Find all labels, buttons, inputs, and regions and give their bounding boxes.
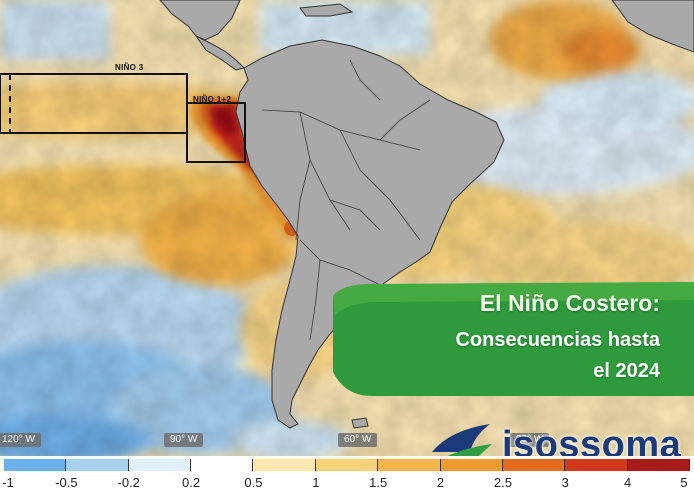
colorbar-segment [502, 459, 566, 471]
country-borders [261, 59, 431, 341]
longitude-label-120w: 120° W [0, 433, 41, 447]
colorbar-tick-label: 2.5 [493, 475, 512, 490]
colorbar-tick-label: -0.5 [55, 475, 78, 490]
colorbar-segment [627, 459, 690, 471]
colorbar-tick-label: 5 [680, 475, 688, 490]
colorbar-segment [191, 459, 254, 471]
south-america-land [235, 39, 505, 429]
colorbar-tick-label: 1 [312, 475, 320, 490]
colorbar-segment [315, 459, 379, 471]
colorbar-tick-label: -0.2 [117, 475, 140, 490]
colorbar-segment [378, 459, 441, 471]
headline-subtitle-line-2: el 2024 [593, 360, 660, 382]
colorbar-tick-label: -1 [2, 475, 14, 490]
longitude-label-60w: 60° W [338, 433, 378, 447]
colorbar-tick-label: 2 [436, 475, 445, 490]
falkland-islands-land [351, 417, 369, 429]
headline-title: El Niño Costero: [479, 290, 660, 316]
nino-1-2-label: NIÑO 1+2 [193, 95, 232, 104]
colorbar-tick-label: 4 [624, 475, 632, 490]
colorbar-tick-label: 3 [561, 475, 569, 490]
longitude-label-90w: 90° W [164, 433, 204, 447]
headline-banner [333, 282, 694, 396]
caribbean-islands-land [299, 3, 354, 17]
colorbar-segment [128, 459, 192, 471]
colorbar-segment [440, 459, 503, 471]
colorbar-tick-label: 0.2 [182, 475, 201, 490]
nino-1-2-box [186, 102, 246, 163]
nino-3-label: NIÑO 3 [115, 63, 144, 72]
headline-banner-highlight [333, 282, 694, 316]
colorbar-segment [253, 459, 316, 471]
longitude-label-30w: 30° W [510, 433, 550, 447]
colorbar-tick-label: 1.5 [369, 475, 388, 490]
colorbar-tick-label: 0.5 [244, 475, 263, 490]
colorbar-segment [565, 459, 628, 471]
colorbar-segment [66, 459, 129, 471]
nino-region-boxes [0, 73, 246, 163]
africa-land [611, 0, 694, 53]
land-masses [159, 0, 694, 429]
colorbar-segment [4, 459, 67, 471]
colorbar-legend: -1 -0.5 -0.2 0.2 0.5 1 1.5 2 2.5 3 4 5 [0, 456, 694, 491]
headline-subtitle-line-1: Consecuencias hasta [455, 329, 660, 351]
